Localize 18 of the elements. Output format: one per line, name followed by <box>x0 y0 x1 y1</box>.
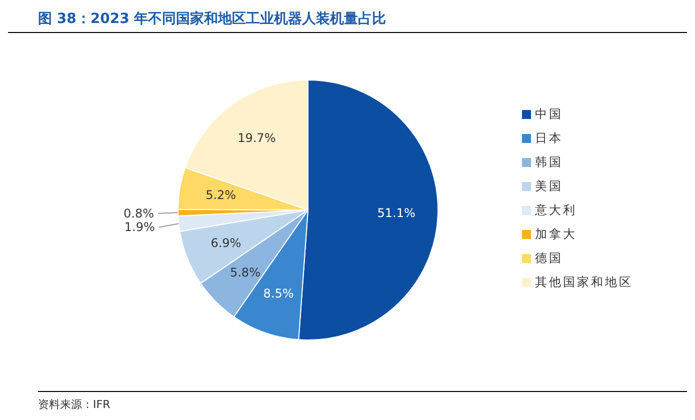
data-label: 5.8% <box>230 265 260 280</box>
data-label: 5.2% <box>206 188 236 202</box>
legend-label: 美国 <box>535 179 563 193</box>
legend-label: 其他国家和地区 <box>535 275 633 289</box>
legend-label: 意大利 <box>535 203 577 217</box>
text: 资料来源：IFR <box>38 398 110 411</box>
data-label: 6.9% <box>210 236 242 250</box>
data-label: 1.9% <box>124 220 155 234</box>
legend-label: 加拿大 <box>535 227 577 241</box>
chart-title: 图 38：2023 年不同国家和地区工业机器人装机量占比 <box>8 8 687 33</box>
data-label: 51.1% <box>377 206 416 220</box>
legend-label: 日本 <box>535 131 563 145</box>
data-label: 0.8% <box>124 206 154 220</box>
legend-label: 德国 <box>535 251 563 265</box>
data-label: 19.7% <box>238 131 276 146</box>
legend-label: 韩国 <box>535 155 563 169</box>
data-label: 8.5% <box>263 286 294 300</box>
legend-label: 中国 <box>535 107 563 121</box>
